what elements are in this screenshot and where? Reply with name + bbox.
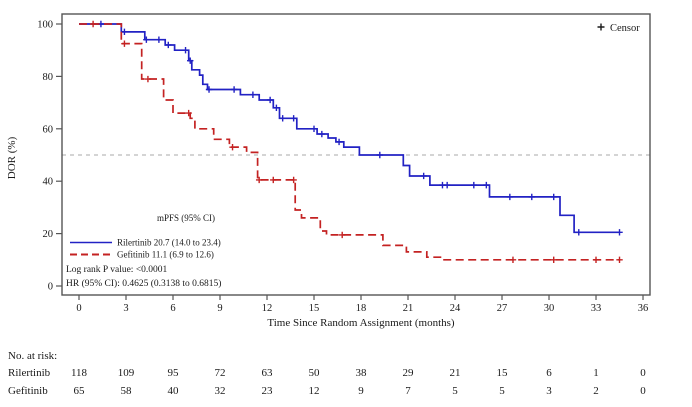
stats-annotation: mPFS (95% CI) Rilertinib 20.7 (14.0 to 23… xyxy=(66,213,221,289)
logrank-pvalue: Log rank P value: <0.0001 xyxy=(66,265,168,275)
risk-count: 12 xyxy=(308,384,320,397)
risk-count: 23 xyxy=(261,384,273,397)
y-tick-label: 100 xyxy=(37,20,53,31)
risk-count: 5 xyxy=(499,384,505,397)
risk-count: 50 xyxy=(308,367,320,379)
risk-count: 72 xyxy=(214,367,226,379)
risk-row-label-rilertinib: Rilertinib xyxy=(8,367,51,379)
x-tick-label: 30 xyxy=(544,303,555,314)
risk-table-title: No. at risk: xyxy=(8,350,58,362)
x-tick-label: 0 xyxy=(76,303,81,314)
x-tick-label: 27 xyxy=(497,303,508,314)
risk-count: 0 xyxy=(640,367,646,379)
risk-count: 2 xyxy=(593,384,599,397)
risk-count: 40 xyxy=(167,384,179,397)
legend-entry-rilertinib: Rilertinib 20.7 (14.0 to 23.4) xyxy=(117,238,221,248)
censor-marks-rilertinib xyxy=(97,20,623,236)
risk-count: 95 xyxy=(167,367,179,379)
x-tick-label: 33 xyxy=(591,303,602,314)
y-axis: 0 20 40 60 80 100 DOR (%) xyxy=(6,20,62,293)
y-tick-label: 80 xyxy=(43,72,54,83)
risk-count: 21 xyxy=(449,367,461,379)
x-axis-title: Time Since Random Assignment (months) xyxy=(267,317,455,329)
risk-count: 29 xyxy=(402,367,414,379)
risk-count: 38 xyxy=(355,367,367,379)
plot-frame xyxy=(61,13,651,296)
risk-count: 58 xyxy=(120,384,132,397)
risk-count: 5 xyxy=(452,384,458,397)
risk-count: 65 xyxy=(73,384,85,397)
y-tick-label: 40 xyxy=(43,177,54,188)
risk-count: 63 xyxy=(261,367,273,379)
risk-count: 6 xyxy=(546,367,552,379)
risk-row-label-gefitinib: Gefitinib xyxy=(8,384,48,397)
legend-entry-gefitinib: Gefitinib 11.1 (6.9 to 12.6) xyxy=(117,250,214,260)
risk-count: 9 xyxy=(358,384,364,397)
risk-count: 0 xyxy=(640,384,646,397)
censor-legend: Censor xyxy=(597,23,640,34)
series-gefitinib-curve xyxy=(79,23,620,261)
x-tick-label: 3 xyxy=(123,303,128,314)
x-tick-label: 24 xyxy=(450,303,461,314)
x-tick-label: 6 xyxy=(170,303,175,314)
risk-count: 32 xyxy=(214,384,226,397)
x-tick-label: 36 xyxy=(638,303,649,314)
risk-count: 3 xyxy=(546,384,552,397)
risk-count: 1 xyxy=(593,367,599,379)
censor-legend-label: Censor xyxy=(610,23,640,34)
mpfs-header: mPFS (95% CI) xyxy=(157,213,215,223)
y-tick-label: 0 xyxy=(48,282,53,293)
x-tick-label: 12 xyxy=(262,303,273,314)
x-tick-label: 21 xyxy=(403,303,414,314)
x-tick-label: 9 xyxy=(217,303,222,314)
risk-count: 7 xyxy=(405,384,411,397)
y-tick-label: 20 xyxy=(43,229,54,240)
x-tick-label: 18 xyxy=(356,303,367,314)
risk-count: 15 xyxy=(496,367,508,379)
x-tick-label: 15 xyxy=(309,303,320,314)
risk-count: 118 xyxy=(70,367,88,379)
risk-count: 109 xyxy=(117,367,135,379)
y-tick-label: 60 xyxy=(43,124,54,135)
series-rilertinib-curve xyxy=(79,23,620,234)
y-axis-title: DOR (%) xyxy=(6,136,18,179)
hazard-ratio: HR (95% CI): 0.4625 (0.3138 to 0.6815) xyxy=(66,278,221,289)
censor-marks-gefitinib xyxy=(89,20,623,263)
